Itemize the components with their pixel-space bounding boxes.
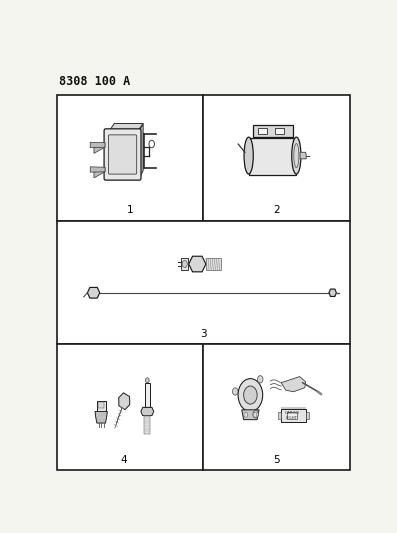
Ellipse shape: [292, 137, 301, 174]
Circle shape: [258, 376, 263, 383]
Polygon shape: [141, 407, 154, 416]
Bar: [278, 413, 281, 419]
Polygon shape: [90, 167, 105, 172]
Circle shape: [238, 378, 263, 411]
Bar: [281, 407, 306, 409]
Circle shape: [145, 378, 149, 383]
Polygon shape: [189, 256, 206, 272]
Polygon shape: [94, 143, 105, 154]
Bar: [249, 138, 296, 175]
FancyBboxPatch shape: [104, 129, 141, 180]
Bar: [145, 383, 150, 407]
Bar: [57, 344, 203, 470]
Bar: [57, 95, 203, 221]
Bar: [98, 402, 104, 408]
Circle shape: [253, 410, 258, 418]
Ellipse shape: [244, 137, 253, 174]
Bar: [206, 258, 221, 270]
Circle shape: [244, 413, 248, 417]
Circle shape: [149, 140, 154, 148]
Text: 1: 1: [127, 205, 134, 215]
Polygon shape: [94, 167, 105, 178]
Polygon shape: [300, 152, 306, 159]
Text: CARGO
LIGHT: CARGO LIGHT: [284, 411, 299, 420]
Bar: [96, 401, 106, 411]
Bar: [181, 258, 188, 270]
Polygon shape: [329, 289, 336, 296]
Bar: [203, 344, 350, 470]
Bar: [306, 413, 309, 419]
Polygon shape: [109, 124, 143, 131]
Text: 3: 3: [200, 329, 207, 339]
Circle shape: [182, 261, 187, 268]
Text: 8308 100 A: 8308 100 A: [59, 76, 130, 88]
Bar: [145, 416, 150, 434]
Text: 2: 2: [273, 205, 280, 215]
Bar: [287, 412, 297, 419]
Bar: [253, 125, 293, 137]
Polygon shape: [90, 142, 105, 148]
Polygon shape: [119, 393, 130, 410]
Bar: [203, 95, 350, 221]
FancyBboxPatch shape: [108, 135, 137, 174]
Circle shape: [244, 386, 257, 404]
Polygon shape: [242, 410, 259, 419]
Bar: [258, 127, 267, 134]
Polygon shape: [281, 377, 306, 392]
Bar: [281, 409, 306, 422]
Bar: [276, 127, 284, 134]
Circle shape: [233, 388, 238, 395]
Bar: [57, 221, 350, 344]
Polygon shape: [87, 287, 100, 298]
Polygon shape: [95, 411, 107, 423]
Polygon shape: [139, 124, 143, 178]
Circle shape: [253, 413, 257, 417]
Text: 4: 4: [121, 455, 127, 465]
Text: 5: 5: [273, 455, 280, 465]
